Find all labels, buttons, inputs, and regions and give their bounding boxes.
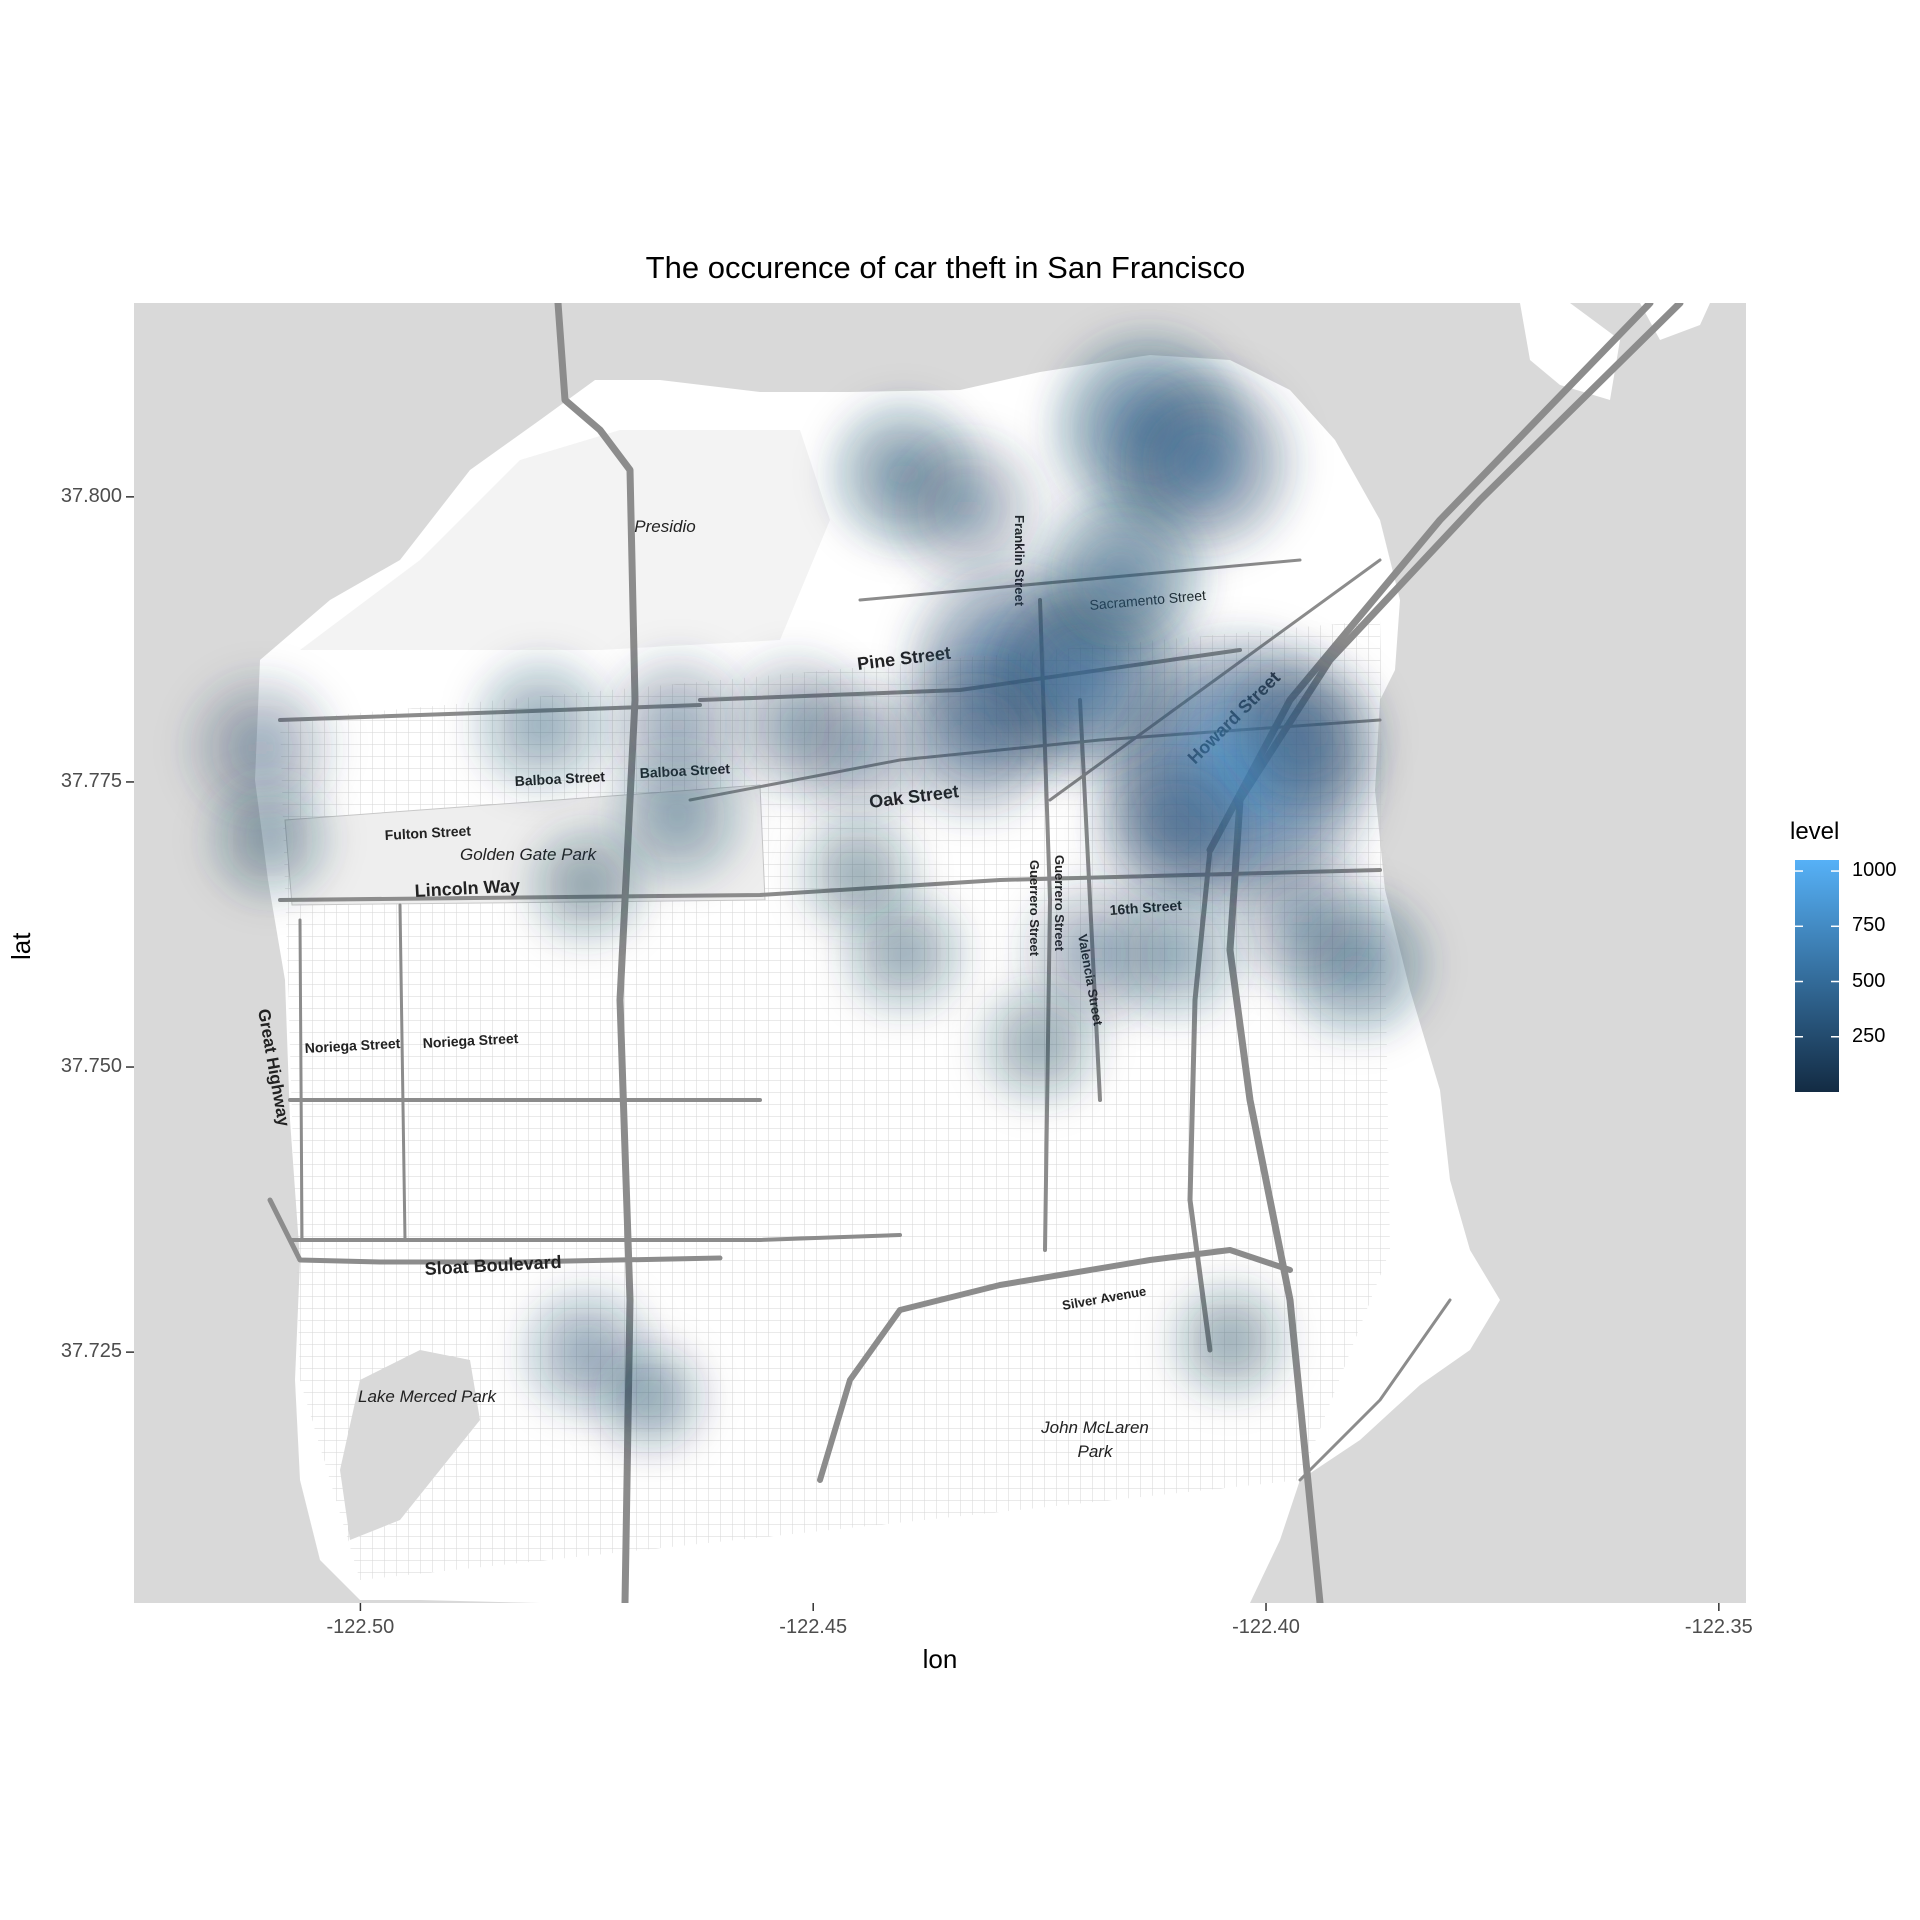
density-hotspot [960, 720, 992, 753]
label-fulton-street: Fulton Street [384, 822, 471, 843]
density-hotspot [1080, 939, 1108, 967]
y-axis-title: lat [6, 932, 36, 960]
x-tick-label-3: -122.35 [1684, 1616, 1753, 1638]
presidio-area [300, 430, 830, 650]
density-hotspot [663, 802, 691, 830]
label-lake-merced-park: Lake Merced Park [358, 1387, 497, 1406]
density-hotspot [638, 1386, 662, 1410]
density-hotspot [781, 711, 809, 739]
density-hotspot [663, 711, 692, 739]
legend-label-2: 500 [1852, 969, 1886, 992]
x-tick-label-2: -122.40 [1232, 1616, 1300, 1638]
density-hotspot [574, 872, 599, 897]
lake-merced [340, 1350, 480, 1540]
legend-label-0: 1000 [1852, 859, 1897, 882]
density-hotspot [891, 940, 917, 966]
density-hotspot [1159, 811, 1192, 844]
legend-colorbar [1795, 860, 1839, 1092]
legend-ticks [1795, 870, 1839, 1038]
y-tick-label-0: 37.800 [60, 484, 122, 507]
density-hotspot [1065, 660, 1104, 699]
label-noriega-street-1: Noriega Street [304, 1035, 401, 1056]
marin-headland [1520, 303, 1620, 400]
density-hotspot [1184, 444, 1221, 481]
treasure-island [1640, 303, 1710, 340]
y-tick-label-1: 37.775 [60, 769, 122, 792]
legend-title: level [1790, 818, 1840, 845]
density-hotspot [573, 1339, 600, 1365]
density-hotspot [1162, 939, 1189, 967]
label-noriega-street-2: Noriega Street [422, 1030, 519, 1051]
legend [1795, 860, 1839, 1092]
density-hotspot [1286, 720, 1318, 752]
label-presidio: Presidio [634, 517, 695, 536]
axis-ticks [126, 496, 1720, 1611]
density-hotspot [846, 861, 871, 886]
density-hotspot [528, 711, 555, 739]
density-layer [189, 330, 1432, 1454]
density-hotspot [1217, 1328, 1242, 1353]
plot-title: The occurence of car theft in San Franci… [645, 250, 1246, 285]
density-hotspot [952, 494, 982, 523]
density-hotspot [1288, 905, 1316, 933]
density-hotspot [246, 733, 275, 762]
y-tick-label-2: 37.750 [60, 1055, 122, 1078]
label-john-mclaren-2: Park [1078, 1442, 1114, 1461]
x-tick-label-1: -122.45 [779, 1616, 848, 1638]
legend-label-3: 250 [1852, 1024, 1886, 1047]
x-axis-title: lon [922, 1644, 958, 1674]
density-hotspot [1104, 560, 1138, 593]
density-hotspot [1027, 1032, 1052, 1057]
y-tick-label-3: 37.725 [60, 1340, 122, 1363]
density-hotspot [257, 826, 283, 852]
x-tick-label-0: -122.50 [326, 1616, 395, 1638]
label-john-mclaren-1: John McLaren [1040, 1418, 1149, 1437]
legend-label-1: 750 [1852, 914, 1886, 937]
